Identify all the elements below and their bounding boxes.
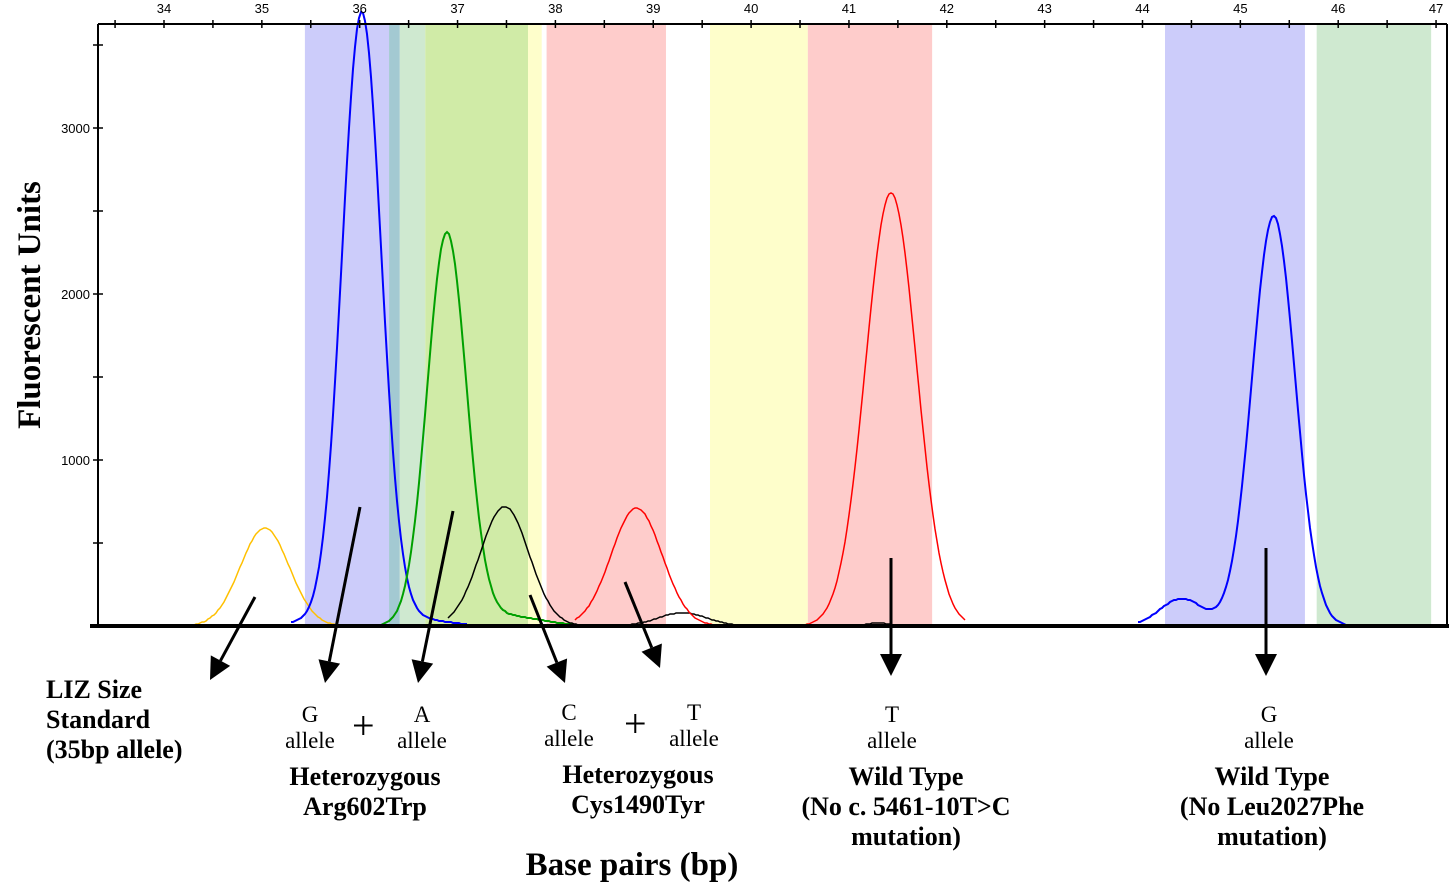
annotation-cys1490tyr-line-1: Heterozygous	[562, 760, 714, 789]
allele-base: T	[686, 700, 702, 725]
x-tick-label-44: 44	[1135, 1, 1149, 16]
x-tick-label-34: 34	[157, 1, 171, 16]
allele-bins	[304, 24, 1432, 626]
arrow-shaft-3	[528, 594, 559, 664]
allele-bin-0	[304, 24, 390, 626]
annotation-cys1490tyr: Heterozygous Cys1490Tyr	[513, 760, 763, 820]
x-tick-label-43: 43	[1037, 1, 1051, 16]
annotation-liz-line-2: Standard	[46, 704, 151, 734]
arrow-head-2	[411, 659, 434, 683]
trace-2	[369, 230, 595, 627]
annotation-arg602trp-line-1: Heterozygous	[289, 762, 441, 791]
x-tick-label-37: 37	[450, 1, 464, 16]
allele-bin-9	[1316, 24, 1432, 626]
arrow-shaft-0	[219, 596, 257, 662]
allele-bin-5	[546, 24, 666, 626]
x-tick-label-46: 46	[1331, 1, 1345, 16]
arrow-head-6	[1255, 654, 1277, 676]
allele-word: allele	[544, 726, 594, 752]
x-tick-label-47: 47	[1429, 1, 1443, 16]
allele-word: allele	[1244, 728, 1294, 754]
annotation-leu2027phe: Wild Type (No Leu2027Phe mutation)	[1122, 762, 1422, 852]
arrow-head-4	[641, 643, 662, 668]
arrow-shaft-1	[327, 506, 362, 662]
annotation-cys1490tyr-line-2: Cys1490Tyr	[571, 789, 705, 819]
annotation-leu2027phe-line-2: (No Leu2027Phe	[1179, 791, 1365, 821]
axes: 34 35 36 37 38 39 40 41 42 43 44 45 46 47 1000 2000 3000	[61, 1, 1449, 628]
allele-word: allele	[285, 728, 335, 754]
annotation-arrows	[210, 506, 1277, 683]
y-tick-label-2000: 2000	[61, 287, 90, 302]
annotation-c5461-line-1: Wild Type	[848, 762, 964, 791]
allele-base: A	[413, 702, 431, 727]
arrow-head-1	[318, 659, 341, 683]
annotation-c5461-line-2: (No c. 5461-10T>C	[801, 791, 1011, 821]
annotation-leu2027phe-line-1: Wild Type	[1214, 762, 1330, 791]
annotation-c5461: Wild Type (No c. 5461-10T>C mutation)	[756, 762, 1056, 852]
allele-bin-4	[528, 24, 542, 626]
arrow-head-5	[880, 654, 902, 676]
annotation-leu2027phe-line-3: mutation)	[1217, 821, 1327, 851]
annotation-arg602trp: Heterozygous Arg602Trp	[240, 762, 490, 822]
annotation-t-allele-2: T allele	[852, 702, 932, 755]
allele-bin-1	[389, 24, 400, 626]
x-tick-label-35: 35	[255, 1, 269, 16]
y-tick-label-3000: 3000	[61, 121, 90, 136]
y-tick-label-1000: 1000	[61, 453, 90, 468]
x-tick-label-45: 45	[1233, 1, 1247, 16]
allele-base: G	[301, 702, 319, 727]
trace-5	[1138, 214, 1358, 627]
allele-word: allele	[867, 728, 917, 754]
allele-word: allele	[397, 728, 447, 754]
annotation-g-allele-1: G allele	[270, 702, 350, 755]
annotation-t-allele-1: T allele	[654, 700, 734, 753]
x-tick-label-40: 40	[744, 1, 758, 16]
trace-1	[291, 10, 467, 625]
annotation-a-allele: A allele	[382, 702, 462, 755]
allele-base: T	[884, 702, 900, 727]
x-axis-title: Base pairs (bp)	[526, 847, 739, 883]
allele-bin-8	[1165, 24, 1305, 626]
allele-bin-2	[399, 24, 426, 626]
x-tick-label-41: 41	[842, 1, 856, 16]
annotation-g-allele-2: G allele	[1229, 702, 1309, 755]
annotation-arg602trp-line-2: Arg602Trp	[303, 791, 427, 821]
arrow-head-3	[546, 658, 568, 683]
arrow-shaft-2	[420, 510, 455, 662]
annotation-liz-line-3: (35bp allele)	[46, 734, 183, 764]
plus-sign-2: +	[624, 701, 647, 746]
allele-bin-3	[425, 24, 529, 626]
annotation-liz: LIZ Size Standard (35bp allele)	[46, 675, 183, 765]
arrow-head-0	[210, 655, 231, 680]
allele-bin-6	[710, 24, 808, 626]
annotation-c-allele: C allele	[529, 700, 609, 753]
x-tick-label-39: 39	[646, 1, 660, 16]
x-tick-label-42: 42	[940, 1, 954, 16]
y-axis-title: Fluorescent Units	[12, 181, 48, 429]
allele-word: allele	[669, 726, 719, 752]
allele-base: G	[1260, 702, 1278, 727]
annotation-liz-line-1: LIZ Size	[46, 675, 143, 704]
plus-sign-1: +	[352, 703, 375, 748]
arrow-shaft-4	[623, 581, 654, 649]
allele-base: C	[561, 700, 577, 725]
x-tick-label-36: 36	[352, 1, 366, 16]
annotation-c5461-line-3: mutation)	[851, 821, 961, 851]
x-tick-label-38: 38	[548, 1, 562, 16]
